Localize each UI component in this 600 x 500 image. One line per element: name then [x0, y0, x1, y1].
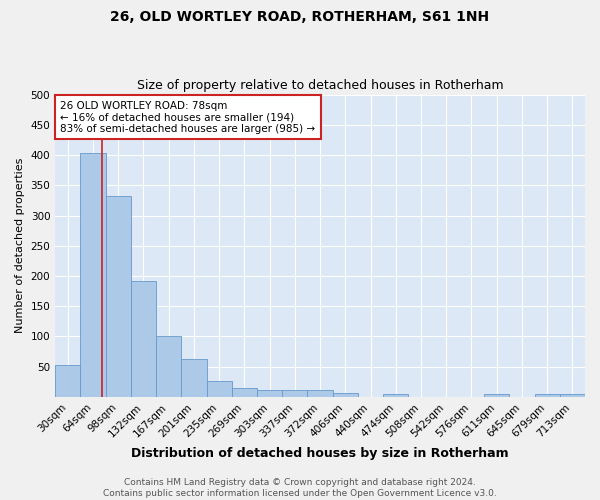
Bar	[535, 394, 560, 397]
Bar	[282, 390, 307, 397]
Bar	[106, 196, 131, 397]
Bar	[257, 390, 282, 397]
Text: 26 OLD WORTLEY ROAD: 78sqm
← 16% of detached houses are smaller (194)
83% of sem: 26 OLD WORTLEY ROAD: 78sqm ← 16% of deta…	[61, 100, 316, 134]
Bar	[232, 388, 257, 397]
Bar	[484, 394, 509, 397]
Y-axis label: Number of detached properties: Number of detached properties	[15, 158, 25, 334]
Bar	[80, 153, 106, 397]
X-axis label: Distribution of detached houses by size in Rotherham: Distribution of detached houses by size …	[131, 447, 509, 460]
Bar	[181, 359, 206, 397]
Bar	[332, 394, 358, 397]
Bar	[560, 394, 585, 397]
Bar	[206, 381, 232, 397]
Bar	[131, 281, 156, 397]
Title: Size of property relative to detached houses in Rotherham: Size of property relative to detached ho…	[137, 79, 503, 92]
Bar	[307, 390, 332, 397]
Text: 26, OLD WORTLEY ROAD, ROTHERHAM, S61 1NH: 26, OLD WORTLEY ROAD, ROTHERHAM, S61 1NH	[110, 10, 490, 24]
Bar	[156, 336, 181, 397]
Bar	[55, 366, 80, 397]
Text: Contains HM Land Registry data © Crown copyright and database right 2024.
Contai: Contains HM Land Registry data © Crown c…	[103, 478, 497, 498]
Bar	[383, 394, 409, 397]
